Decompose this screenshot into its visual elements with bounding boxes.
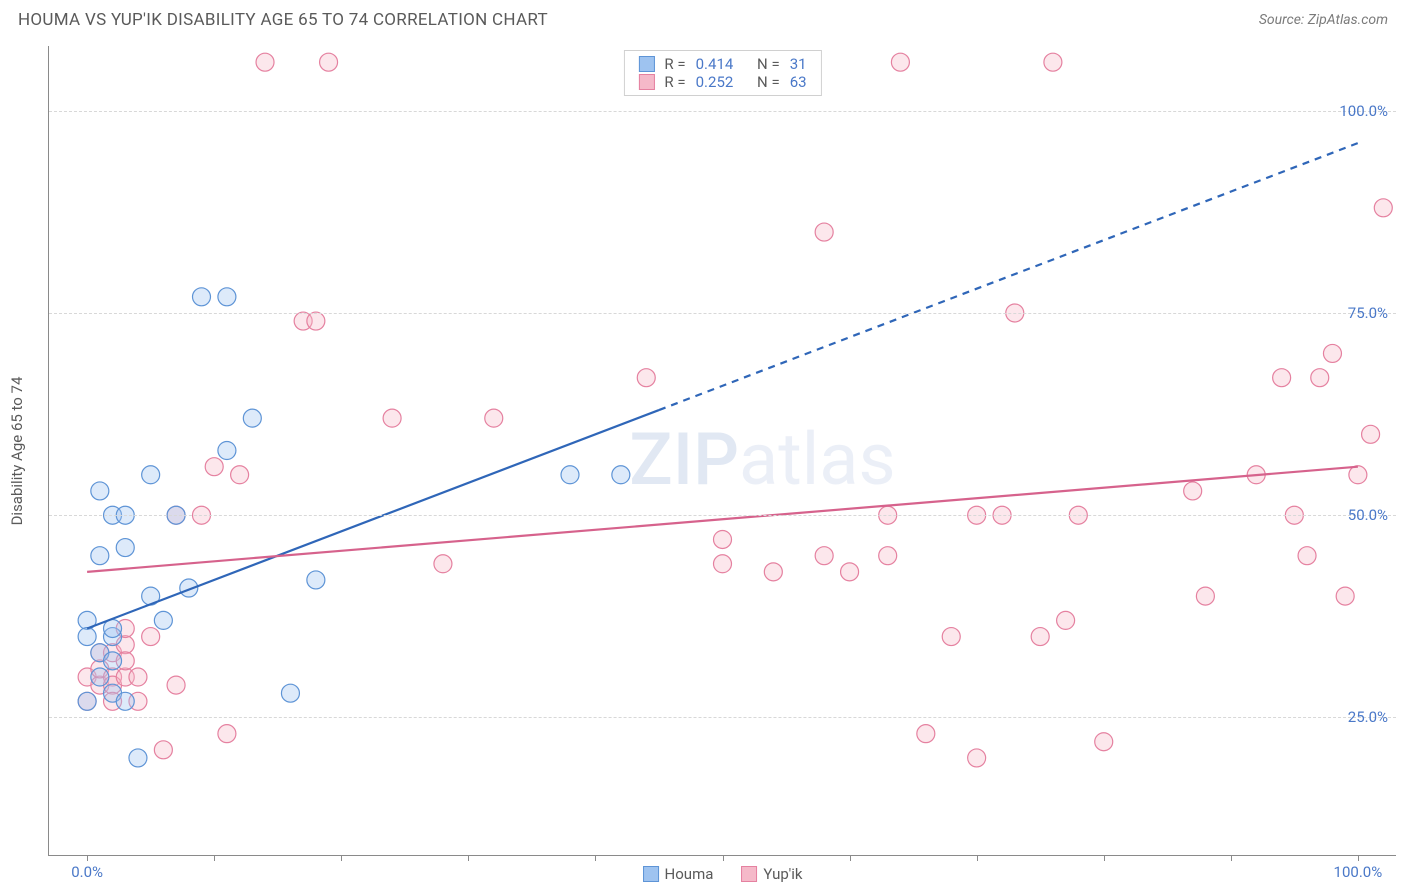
data-point	[714, 530, 732, 548]
stats-box: R = 0.414 N = 31 R = 0.252 N = 63	[623, 50, 821, 96]
data-point	[205, 458, 223, 476]
data-point	[243, 409, 261, 427]
data-point	[968, 749, 986, 767]
data-point	[1095, 733, 1113, 751]
data-point	[167, 676, 185, 694]
y-axis-title: Disability Age 65 to 74	[8, 376, 26, 525]
data-point	[1362, 425, 1380, 443]
data-point	[142, 466, 160, 484]
swatch-yupik	[741, 866, 757, 882]
data-point	[637, 369, 655, 387]
data-point	[142, 628, 160, 646]
r-value: 0.414	[696, 55, 734, 73]
data-point	[1311, 369, 1329, 387]
plot-area	[49, 46, 1396, 855]
data-point	[116, 539, 134, 557]
data-point	[891, 53, 909, 71]
data-point	[879, 547, 897, 565]
swatch-houma	[638, 56, 654, 72]
data-point	[942, 628, 960, 646]
data-point	[1184, 482, 1202, 500]
y-tick-label: 75.0%	[1348, 304, 1388, 322]
data-point	[154, 611, 172, 629]
stats-row-yupik: R = 0.252 N = 63	[638, 73, 806, 91]
data-point	[307, 571, 325, 589]
data-point	[78, 628, 96, 646]
data-point	[129, 749, 147, 767]
legend-item-yupik: Yup'ik	[741, 865, 802, 883]
data-point	[91, 547, 109, 565]
data-point	[815, 223, 833, 241]
data-point	[78, 692, 96, 710]
data-point	[1273, 369, 1291, 387]
data-point	[815, 547, 833, 565]
data-point	[561, 466, 579, 484]
data-point	[1336, 587, 1354, 605]
data-point	[281, 684, 299, 702]
data-point	[1031, 628, 1049, 646]
data-point	[218, 288, 236, 306]
data-point	[218, 725, 236, 743]
stats-row-houma: R = 0.414 N = 31	[638, 55, 806, 73]
data-point	[841, 563, 859, 581]
data-point	[1374, 199, 1392, 217]
x-tick-label: 100.0%	[1334, 863, 1383, 881]
n-label: N =	[757, 73, 780, 91]
data-point	[91, 482, 109, 500]
data-point	[764, 563, 782, 581]
data-point	[917, 725, 935, 743]
data-point	[320, 53, 338, 71]
r-label: R =	[664, 55, 685, 73]
data-point	[434, 555, 452, 573]
data-point	[1057, 611, 1075, 629]
page-title: HOUMA VS YUP'IK DISABILITY AGE 65 TO 74 …	[18, 10, 548, 30]
data-point	[1298, 547, 1316, 565]
r-label: R =	[664, 73, 685, 91]
data-point	[154, 741, 172, 759]
legend: Houma Yup'ik	[643, 865, 803, 883]
data-point	[1044, 53, 1062, 71]
data-point	[116, 692, 134, 710]
data-point	[714, 555, 732, 573]
y-tick-label: 50.0%	[1348, 506, 1388, 524]
data-point	[307, 312, 325, 330]
trend-line-extrapolated	[659, 143, 1358, 410]
data-point	[485, 409, 503, 427]
data-point	[91, 668, 109, 686]
data-point	[612, 466, 630, 484]
legend-label: Houma	[665, 865, 714, 883]
legend-item-houma: Houma	[643, 865, 714, 883]
data-point	[256, 53, 274, 71]
n-value: 31	[790, 55, 807, 73]
correlation-chart: Disability Age 65 to 74 ZIPatlas R = 0.4…	[48, 46, 1396, 856]
data-point	[1323, 344, 1341, 362]
y-tick-label: 100.0%	[1339, 102, 1388, 120]
data-point	[192, 288, 210, 306]
data-point	[383, 409, 401, 427]
data-point	[1196, 587, 1214, 605]
legend-label: Yup'ik	[763, 865, 802, 883]
x-tick-label: 0.0%	[71, 863, 103, 881]
data-point	[104, 652, 122, 670]
y-tick-label: 25.0%	[1348, 708, 1388, 726]
data-point	[231, 466, 249, 484]
r-value: 0.252	[696, 73, 734, 91]
n-label: N =	[757, 55, 780, 73]
swatch-yupik	[638, 74, 654, 90]
n-value: 63	[790, 73, 807, 91]
data-point	[218, 442, 236, 460]
data-point	[1349, 466, 1367, 484]
source-credit: Source: ZipAtlas.com	[1259, 12, 1388, 28]
swatch-houma	[643, 866, 659, 882]
data-point	[129, 668, 147, 686]
